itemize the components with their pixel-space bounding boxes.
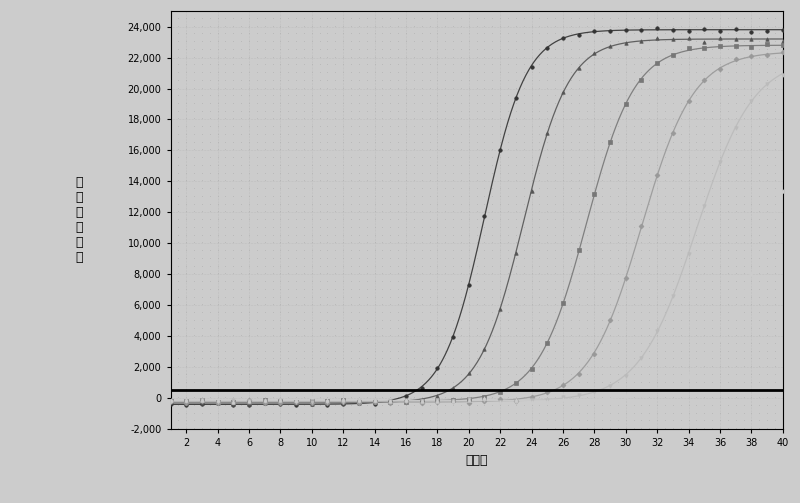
Y-axis label: 相
对
荧
光
强
度: 相 对 荧 光 强 度	[75, 176, 82, 264]
X-axis label: 循环数: 循环数	[466, 454, 488, 467]
